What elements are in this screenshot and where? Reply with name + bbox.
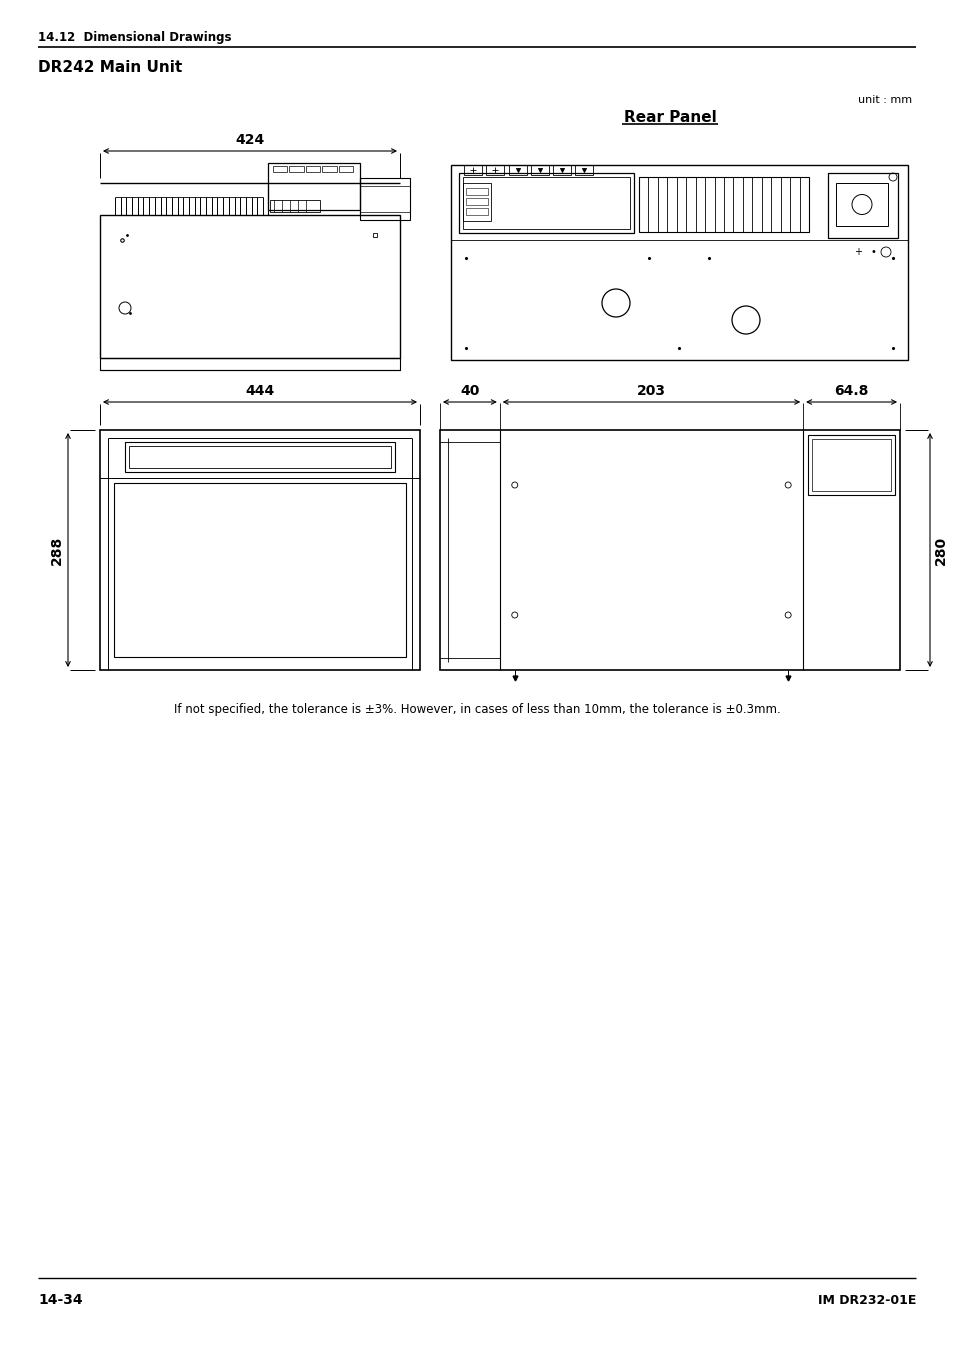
Bar bbox=[439, 430, 899, 670]
Bar bbox=[270, 200, 319, 212]
Text: unit : mm: unit : mm bbox=[857, 95, 911, 105]
Text: IM DR232-01E: IM DR232-01E bbox=[817, 1293, 915, 1306]
Bar bbox=[811, 439, 890, 490]
Bar bbox=[129, 446, 391, 467]
Bar bbox=[465, 208, 488, 215]
Bar bbox=[835, 182, 887, 226]
Bar bbox=[463, 165, 481, 176]
Text: +: + bbox=[853, 247, 862, 257]
Text: 288: 288 bbox=[50, 535, 64, 565]
Bar bbox=[289, 166, 303, 172]
Bar bbox=[268, 163, 359, 209]
Bar bbox=[827, 173, 897, 238]
Text: 40: 40 bbox=[459, 384, 479, 399]
Bar bbox=[113, 484, 406, 657]
Bar bbox=[100, 215, 399, 358]
Bar bbox=[462, 177, 629, 230]
Bar bbox=[639, 177, 808, 232]
Bar bbox=[465, 188, 488, 195]
Bar bbox=[509, 165, 526, 176]
Bar bbox=[462, 182, 491, 222]
Bar bbox=[100, 430, 419, 670]
Bar bbox=[125, 442, 395, 471]
Text: 14-34: 14-34 bbox=[38, 1293, 83, 1306]
Bar bbox=[359, 178, 410, 220]
Text: 280: 280 bbox=[933, 535, 947, 565]
Text: DR242 Main Unit: DR242 Main Unit bbox=[38, 61, 182, 76]
Bar bbox=[273, 166, 287, 172]
Bar bbox=[306, 166, 320, 172]
Bar bbox=[458, 173, 634, 232]
Text: 14.12  Dimensional Drawings: 14.12 Dimensional Drawings bbox=[38, 31, 232, 45]
Bar bbox=[807, 435, 894, 494]
Text: 64.8: 64.8 bbox=[834, 384, 868, 399]
Bar bbox=[575, 165, 593, 176]
Text: Rear Panel: Rear Panel bbox=[623, 111, 716, 126]
Text: 424: 424 bbox=[235, 132, 264, 147]
Text: 203: 203 bbox=[637, 384, 665, 399]
Bar bbox=[485, 165, 503, 176]
Bar bbox=[531, 165, 548, 176]
Bar bbox=[465, 199, 488, 205]
Bar bbox=[553, 165, 571, 176]
Text: If not specified, the tolerance is ±3%. However, in cases of less than 10mm, the: If not specified, the tolerance is ±3%. … bbox=[173, 704, 780, 716]
Bar bbox=[451, 165, 907, 359]
Text: 444: 444 bbox=[245, 384, 274, 399]
Bar bbox=[322, 166, 336, 172]
Bar bbox=[100, 358, 399, 370]
Text: •: • bbox=[869, 247, 875, 257]
Bar bbox=[338, 166, 353, 172]
